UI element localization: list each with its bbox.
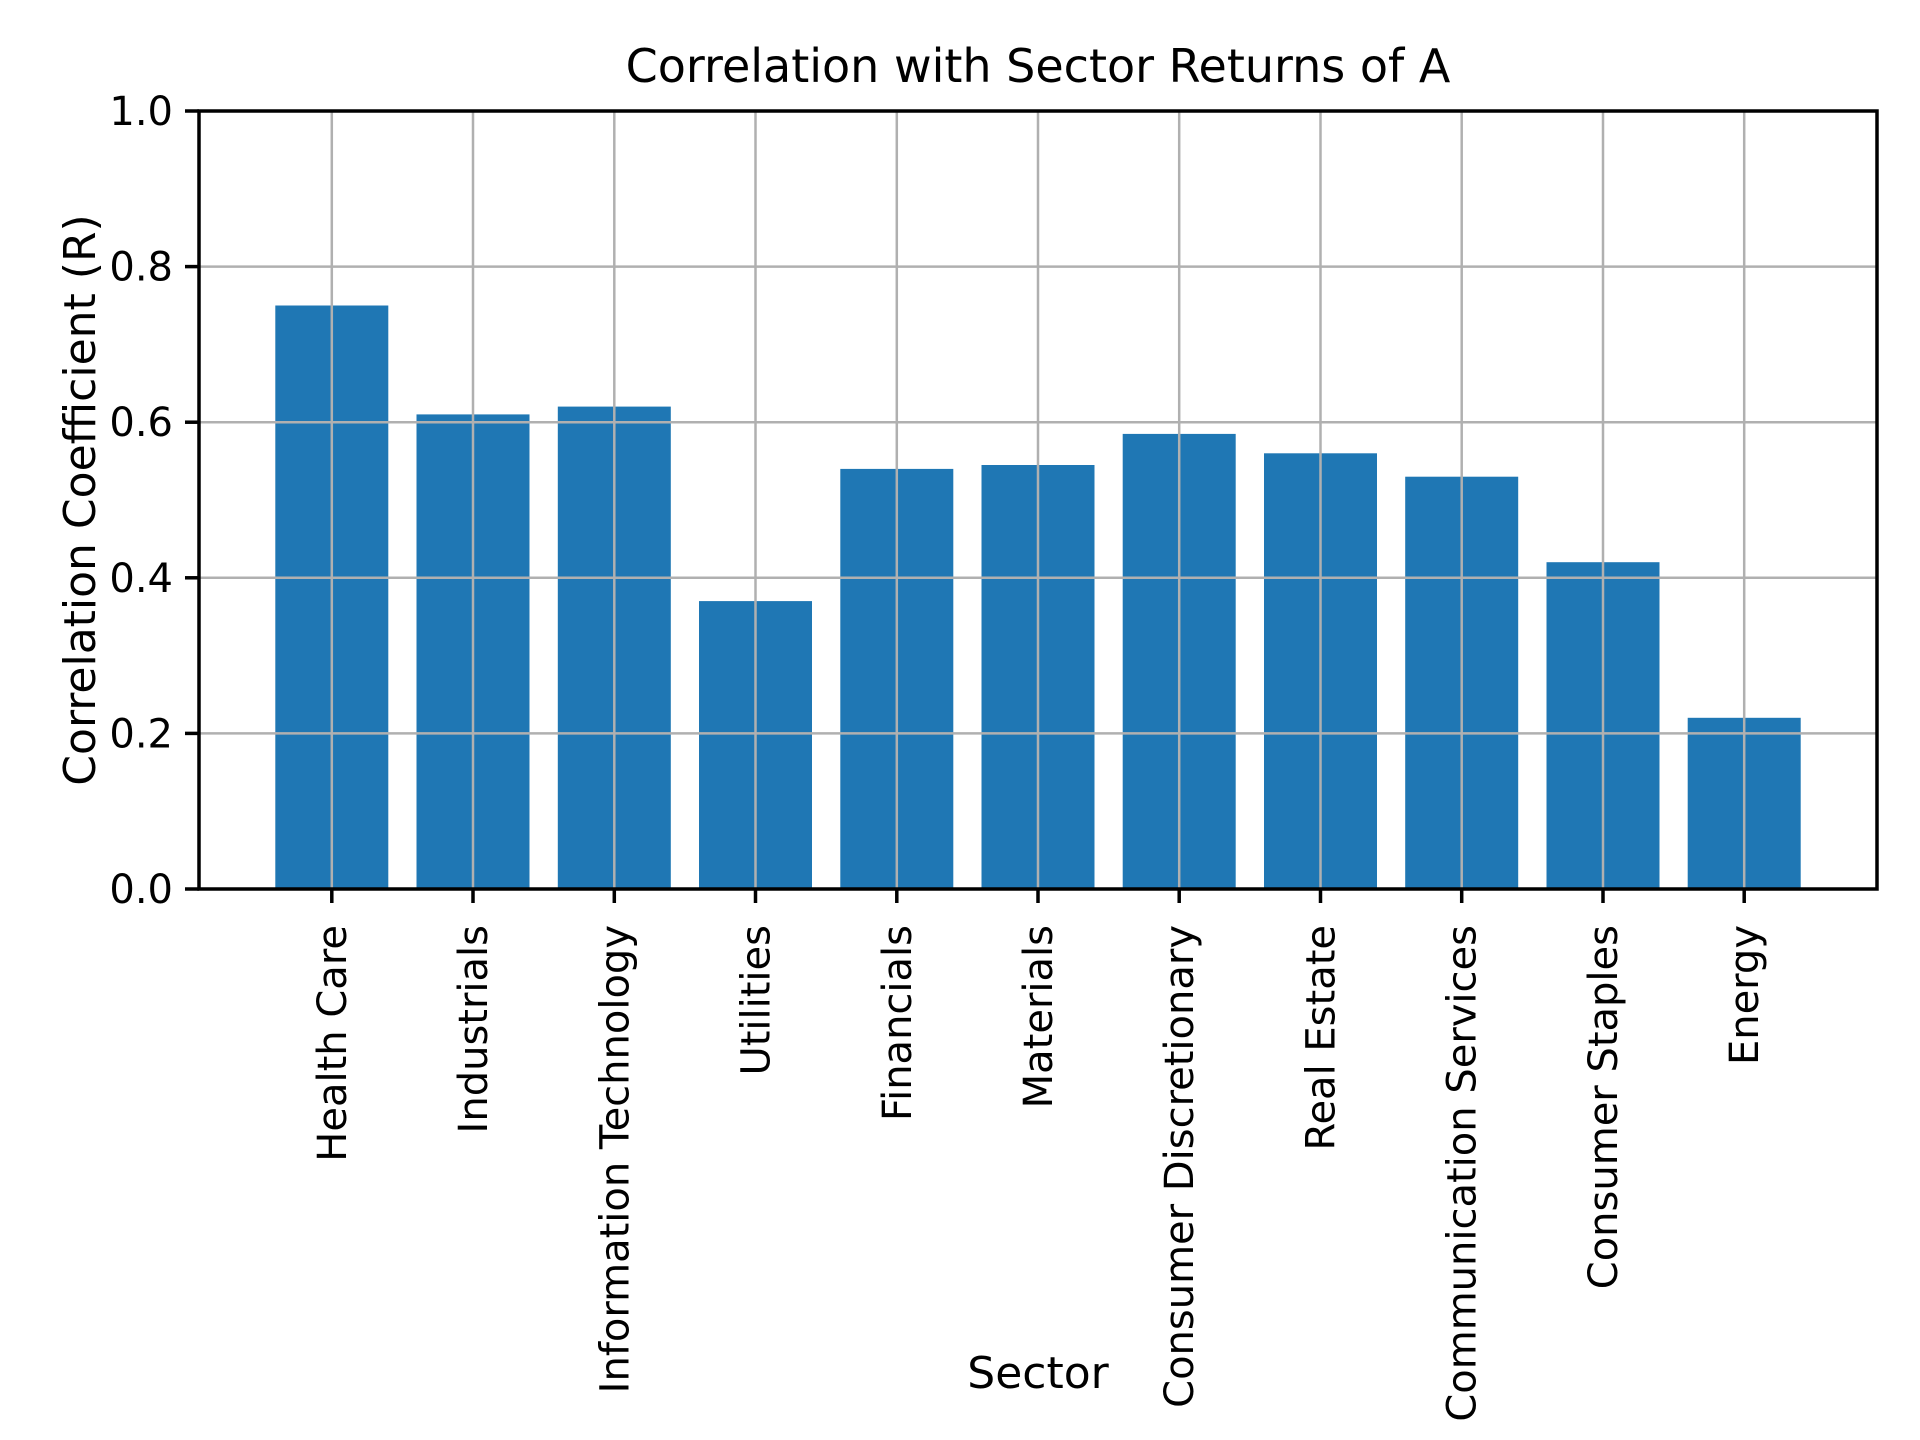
x-tick-label: Utilities <box>734 925 780 1076</box>
x-tick-label: Real Estate <box>1299 925 1345 1151</box>
y-tick-label: 0.2 <box>109 711 173 757</box>
x-tick-label: Consumer Staples <box>1581 925 1627 1289</box>
x-tick-label: Financials <box>875 925 921 1121</box>
chart-title: Correlation with Sector Returns of A <box>626 39 1451 93</box>
x-tick-label: Information Technology <box>592 925 638 1393</box>
x-tick-label: Health Care <box>310 925 356 1162</box>
y-tick-label: 0.4 <box>109 556 173 602</box>
y-tick-label: 0.8 <box>109 245 173 291</box>
x-tick-label: Consumer Discretionary <box>1157 925 1203 1408</box>
y-tick-label: 0.6 <box>109 400 173 446</box>
x-tick-label: Materials <box>1016 925 1062 1108</box>
x-axis-label: Sector <box>967 1348 1109 1399</box>
x-tick-label: Industrials <box>451 925 497 1133</box>
y-tick-label: 1.0 <box>109 89 173 135</box>
x-tick-label: Energy <box>1722 925 1768 1065</box>
x-tick-label: Communication Services <box>1440 925 1486 1422</box>
y-axis-label: Correlation Coefficient (R) <box>55 214 106 785</box>
y-tick-label: 0.0 <box>109 867 173 913</box>
